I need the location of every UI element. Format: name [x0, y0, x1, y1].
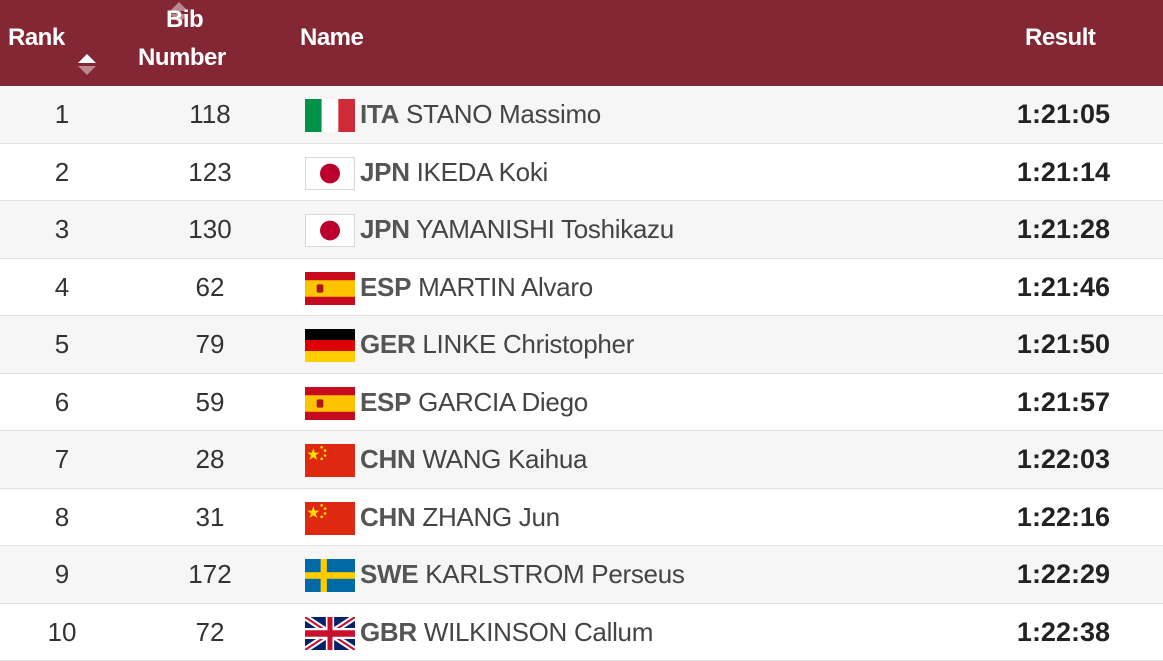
bib-header-line2: Number — [138, 44, 226, 71]
athlete-name: WILKINSON Callum — [423, 616, 654, 647]
bib-header-line1: Bib — [166, 6, 204, 33]
italy-flag-icon — [305, 99, 355, 132]
noc-code: JPN — [360, 214, 410, 244]
noc-code: CHN — [360, 501, 416, 532]
table-row[interactable]: 10 72 GBR WILKINSON Callum 1:22:38 — [0, 603, 1163, 661]
table-row[interactable]: 1 118 ITA STANO Massimo 1:21:05 — [0, 86, 1163, 144]
table-row[interactable]: 4 62 ESP MARTIN Alvaro 1:21:46 — [0, 258, 1163, 316]
rank-cell: 4 — [54, 271, 70, 302]
table-body: 1 118 ITA STANO Massimo 1:21:05 2 123 JP… — [0, 86, 1163, 661]
result-cell: 1:22:38 — [1016, 616, 1110, 647]
rank-cell: 10 — [47, 616, 77, 647]
table-row[interactable]: 7 28 CHN WANG Kaihua 1:22:03 — [0, 431, 1163, 489]
athlete-cell[interactable]: ESP MARTIN Alvaro — [360, 259, 593, 316]
bib-cell: 59 — [195, 386, 225, 417]
noc-code: GBR — [360, 616, 417, 647]
china-flag-icon — [305, 444, 355, 477]
result-column-header: Result — [1025, 24, 1096, 51]
table-row[interactable]: 3 130 JPN YAMANISHI Toshikazu 1:21:28 — [0, 201, 1163, 259]
rank-cell: 7 — [54, 444, 70, 474]
japan-flag-icon — [305, 214, 355, 247]
athlete-name: MARTIN Alvaro — [418, 271, 593, 302]
result-cell: 1:21:57 — [1016, 386, 1110, 417]
athlete-cell[interactable]: GER LINKE Christopher — [360, 316, 634, 373]
result-cell: 1:21:05 — [1016, 99, 1110, 129]
table-row[interactable]: 2 123 JPN IKEDA Koki 1:21:14 — [0, 143, 1163, 201]
noc-code: JPN — [360, 156, 410, 187]
rank-cell: 5 — [54, 329, 70, 359]
athlete-name: ZHANG Jun — [422, 501, 560, 532]
result-cell: 1:21:46 — [1016, 271, 1110, 302]
rank-cell: 9 — [54, 559, 70, 589]
table-header: Rank Bib Number Name Result — [0, 0, 1163, 86]
noc-code: CHN — [360, 444, 416, 474]
bib-cell: 28 — [195, 444, 225, 474]
table-row[interactable]: 5 79 GER LINKE Christopher 1:21:50 — [0, 316, 1163, 374]
name-column-header: Name — [300, 24, 364, 51]
athlete-cell[interactable]: ITA STANO Massimo — [360, 86, 601, 143]
noc-code: ESP — [360, 386, 412, 417]
noc-code: ESP — [360, 271, 412, 302]
spain-flag-icon — [305, 386, 355, 420]
rank-cell: 8 — [54, 501, 70, 532]
noc-code: GER — [360, 329, 416, 359]
sweden-flag-icon — [305, 559, 355, 592]
athlete-cell[interactable]: CHN ZHANG Jun — [360, 489, 560, 546]
rank-cell: 3 — [54, 214, 70, 244]
bib-cell: 172 — [188, 559, 232, 589]
noc-code: SWE — [360, 559, 419, 589]
table-row[interactable]: 6 59 ESP GARCIA Diego 1:21:57 — [0, 373, 1163, 431]
athlete-name: LINKE Christopher — [422, 329, 635, 359]
china-flag-icon — [305, 501, 355, 535]
result-cell: 1:22:16 — [1016, 501, 1110, 532]
athlete-name: YAMANISHI Toshikazu — [416, 214, 674, 244]
sort-ascending-icon[interactable] — [76, 52, 98, 80]
rank-column-header[interactable]: Rank — [8, 24, 65, 51]
bib-cell: 31 — [195, 501, 225, 532]
athlete-cell[interactable]: GBR WILKINSON Callum — [360, 604, 653, 661]
athlete-name: IKEDA Koki — [416, 156, 549, 187]
noc-code: ITA — [360, 99, 400, 129]
great-britain-flag-icon — [305, 616, 355, 650]
result-cell: 1:22:03 — [1016, 444, 1110, 474]
result-cell: 1:21:28 — [1016, 214, 1110, 244]
table-row[interactable]: 8 31 CHN ZHANG Jun 1:22:16 — [0, 488, 1163, 546]
bib-cell: 79 — [195, 329, 225, 359]
result-cell: 1:21:50 — [1016, 329, 1110, 359]
germany-flag-icon — [305, 329, 355, 362]
athlete-cell[interactable]: CHN WANG Kaihua — [360, 431, 587, 488]
athlete-name: WANG Kaihua — [422, 444, 588, 474]
bib-cell: 62 — [195, 271, 225, 302]
rank-cell: 6 — [54, 386, 70, 417]
result-cell: 1:22:29 — [1016, 559, 1110, 589]
athlete-cell[interactable]: JPN YAMANISHI Toshikazu — [360, 201, 674, 258]
athlete-cell[interactable]: JPN IKEDA Koki — [360, 144, 548, 201]
athlete-name: GARCIA Diego — [418, 386, 588, 417]
athlete-name: KARLSTROM Perseus — [425, 559, 685, 589]
athlete-cell[interactable]: ESP GARCIA Diego — [360, 374, 588, 431]
bib-cell: 130 — [188, 214, 232, 244]
spain-flag-icon — [305, 271, 355, 305]
sort-icon[interactable] — [168, 0, 252, 28]
rank-cell: 2 — [54, 156, 70, 187]
result-cell: 1:21:14 — [1016, 156, 1110, 187]
athlete-name: STANO Massimo — [406, 99, 601, 129]
table-row[interactable]: 9 172 SWE KARLSTROM Perseus 1:22:29 — [0, 546, 1163, 604]
bib-cell: 123 — [188, 156, 232, 187]
bib-cell: 72 — [195, 616, 225, 647]
bib-cell: 118 — [189, 99, 231, 129]
athlete-cell[interactable]: SWE KARLSTROM Perseus — [360, 546, 685, 603]
japan-flag-icon — [305, 156, 355, 190]
rank-cell: 1 — [54, 99, 70, 129]
